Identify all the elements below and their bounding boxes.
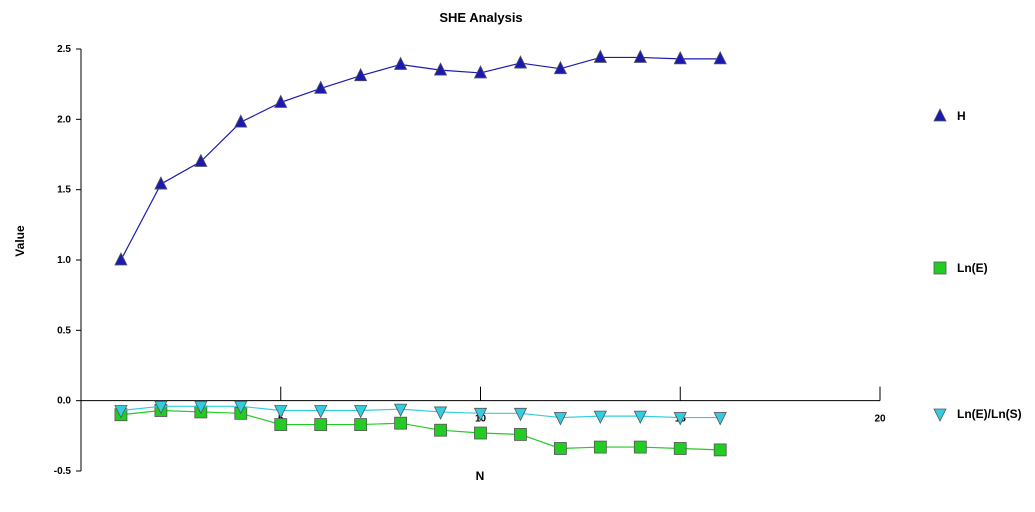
legend: H Ln(E) Ln(E)/Ln(S) (933, 108, 1022, 422)
data-point (593, 49, 607, 63)
data-point (713, 412, 727, 426)
data-point (673, 442, 687, 455)
data-point (673, 50, 687, 65)
data-point (194, 153, 208, 167)
y-axis-label: Value (13, 225, 27, 257)
data-point (513, 55, 528, 69)
legend-item: Ln(E) (933, 261, 988, 275)
data-point (633, 410, 647, 425)
data-point (433, 62, 448, 76)
y-tick-label: 2.5 (57, 44, 71, 55)
data-point (393, 403, 408, 418)
data-point (433, 406, 448, 420)
data-point (473, 65, 488, 79)
data-point (354, 405, 368, 419)
series-line (120, 405, 721, 419)
legend-marker (933, 108, 947, 122)
y-tick-label: 1.0 (57, 255, 71, 266)
y-tick-label: 1.5 (57, 185, 71, 196)
data-point (114, 252, 128, 266)
chart-title: SHE Analysis (439, 10, 522, 25)
data-point (114, 405, 128, 419)
data-point (274, 418, 288, 431)
axes: -0.50.00.51.01.52.02.55101520 (54, 44, 886, 477)
data-point (354, 418, 368, 431)
x-axis-label: N (476, 469, 485, 483)
data-point (274, 94, 288, 108)
series-line (120, 56, 721, 261)
data-point (314, 80, 328, 94)
data-point (234, 400, 248, 415)
data-point (473, 407, 488, 422)
legend-label: Ln(E) (957, 261, 988, 275)
legend-marker (933, 261, 947, 275)
data-point (474, 426, 487, 440)
data-point (554, 442, 567, 455)
data-point (553, 60, 568, 75)
data-point (593, 440, 607, 454)
data-point (553, 412, 568, 426)
data-point (713, 443, 727, 457)
legend-item: Ln(E)/Ln(S) (933, 407, 1022, 422)
y-tick-label: -0.5 (54, 466, 72, 477)
data-point (673, 412, 687, 426)
data-point (154, 400, 168, 415)
legend-label: Ln(E)/Ln(S) (957, 407, 1022, 421)
data-point (194, 400, 208, 415)
data-point (713, 50, 727, 65)
data-point (314, 418, 328, 431)
data-point (274, 405, 288, 419)
y-tick-label: 2.0 (57, 114, 71, 125)
series-Ln(E) (114, 404, 727, 457)
data-point (314, 405, 328, 419)
x-tick-label: 20 (874, 414, 886, 425)
series-layer (114, 49, 727, 457)
data-point (234, 114, 248, 128)
data-point (593, 410, 607, 425)
data-point (394, 416, 408, 430)
data-point (154, 176, 168, 190)
data-point (434, 423, 447, 437)
data-point (513, 407, 528, 422)
series-H (114, 49, 727, 266)
legend-marker (933, 408, 947, 422)
legend-label: H (957, 109, 966, 123)
data-point (633, 49, 647, 63)
data-point (633, 440, 647, 454)
legend-item: H (933, 108, 966, 123)
data-point (393, 56, 408, 70)
data-point (354, 67, 368, 82)
series-line (120, 409, 721, 451)
data-point (514, 428, 527, 441)
y-tick-label: 0.0 (57, 396, 71, 407)
y-tick-label: 0.5 (57, 325, 71, 336)
series-Ln(E)/Ln(S) (114, 400, 727, 426)
